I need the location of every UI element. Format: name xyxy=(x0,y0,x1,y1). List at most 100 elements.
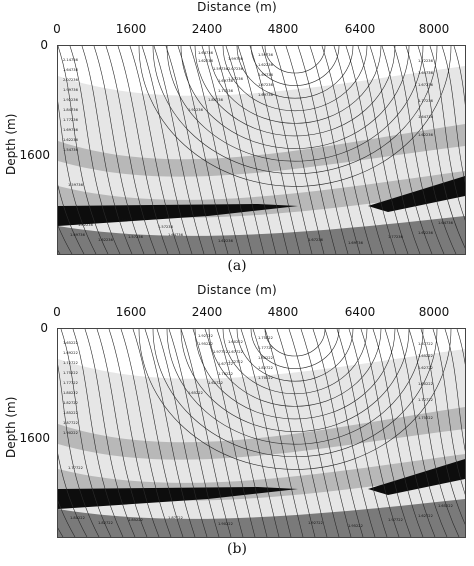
contour-value-label: 1.65222 xyxy=(63,341,78,345)
contour-line xyxy=(58,101,97,254)
contour-line xyxy=(189,46,241,254)
contour-value-label: 1.85222 xyxy=(63,411,78,415)
contour-line xyxy=(276,329,328,537)
contour-line xyxy=(300,329,352,537)
contour-value-label: 2.07236 xyxy=(228,67,244,71)
contour-value-label: 1.70222 xyxy=(258,376,273,380)
velocity-model-plot: 1.65222 1.69222 1.72722 1.75222 1.77722 1.802… xyxy=(57,328,466,538)
contour-value-label: 1.82722 xyxy=(98,521,113,525)
y-axis-label: Depth (m) xyxy=(4,396,18,458)
contour-value-label: 1.77722 xyxy=(63,381,78,385)
contour-line xyxy=(240,329,292,537)
y-tick-label: 0 xyxy=(40,38,48,52)
sediment-layer xyxy=(58,407,465,467)
x-tick-label: 4800 xyxy=(267,305,299,319)
contour-value-label: 1.65222 xyxy=(188,391,203,395)
black-wedge xyxy=(58,204,298,226)
contour-line xyxy=(236,329,354,382)
contour-line xyxy=(252,329,304,537)
contour-value-label: 1.67236 xyxy=(258,83,274,87)
x-tick-label: 1600 xyxy=(115,305,147,319)
contour-value-label: 1.77722 xyxy=(258,346,273,350)
contour-line xyxy=(132,329,184,537)
contour-value-label: 1.59736 xyxy=(118,218,134,222)
sediment-layer xyxy=(58,146,465,207)
x-tick-label: 6400 xyxy=(344,22,376,36)
contour-value-label: 1.77722 xyxy=(68,466,83,470)
contour-line xyxy=(236,46,354,99)
x-tick-label: 8000 xyxy=(418,305,450,319)
contour-value-label: 1.92236 xyxy=(188,108,204,112)
contour-value-label: 1.87722 xyxy=(168,516,183,520)
y-tick-label: 0 xyxy=(40,321,48,335)
contour-value-label: 1.62236 xyxy=(63,138,79,142)
contour-line xyxy=(180,46,410,149)
contour-line xyxy=(180,329,410,432)
panel-caption: (b) xyxy=(227,541,247,557)
contour-value-label: 1.72722 xyxy=(418,398,433,402)
contour-line xyxy=(264,329,316,537)
contour-line xyxy=(456,329,465,365)
contour-value-label: 1.64736 xyxy=(418,71,434,75)
contour-value-label: 1.62236 xyxy=(198,59,214,63)
contour-line xyxy=(408,329,460,537)
contour-line xyxy=(192,329,244,537)
contour-value-label: 1.97722 xyxy=(388,518,403,522)
contour-line xyxy=(396,329,448,537)
x-tick-label: 4800 xyxy=(267,22,299,36)
contour-line xyxy=(58,184,85,254)
contour-lines xyxy=(58,46,465,254)
contour-line xyxy=(357,46,409,254)
contour-value-label: 1.82236 xyxy=(78,223,94,227)
contour-line xyxy=(144,329,196,537)
contour-value-label: 1.75222 xyxy=(258,336,273,340)
contour-line xyxy=(222,329,368,395)
contour-line xyxy=(120,329,172,537)
contour-value-label: 1.59736 xyxy=(68,183,84,187)
contour-value-label: 1.82722 xyxy=(63,401,78,405)
contour-value-label: 1.69736 xyxy=(348,241,364,245)
contour-value-label: 1.72236 xyxy=(418,59,434,63)
contour-value-label: 1.60222 xyxy=(418,382,433,386)
contour-value-label: 2.07236 xyxy=(63,78,79,82)
contour-value-label: 1.57236 xyxy=(158,225,174,229)
contour-line xyxy=(93,46,145,254)
contour-line xyxy=(166,329,424,445)
contour-line xyxy=(166,46,424,162)
contour-line xyxy=(429,46,465,221)
contour-value-label: 1.62722 xyxy=(208,381,223,385)
contour-value-label: 1.75222 xyxy=(418,416,433,420)
contour-line xyxy=(250,46,340,86)
contour-value-label: 1.67722 xyxy=(228,350,243,354)
contour-line xyxy=(117,46,169,254)
contour-line xyxy=(58,453,88,537)
contour-line xyxy=(324,329,376,537)
contour-line xyxy=(309,46,361,254)
contour-line xyxy=(345,46,397,254)
contour-value-label: 1.95222 xyxy=(348,524,363,528)
contour-line xyxy=(58,500,76,537)
contour-value-label: 1.67236 xyxy=(418,83,434,87)
contour-line xyxy=(237,46,289,254)
black-wedge xyxy=(58,487,298,509)
contour-value-label: 1.69736 xyxy=(63,128,79,132)
x-tick-label: 1600 xyxy=(115,22,147,36)
contour-line xyxy=(69,46,121,254)
velocity-model-plot: 2.14736 1.64736 2.07236 1.99736 1.92236 1.847… xyxy=(57,45,466,255)
contour-value-label: 1.69736 xyxy=(218,79,234,83)
contour-line xyxy=(138,46,452,187)
contour-value-label: 1.84736 xyxy=(63,108,79,112)
contour-line xyxy=(153,46,205,254)
x-tick-label: 2400 xyxy=(191,305,223,319)
contour-value-label: 1.90222 xyxy=(218,522,233,526)
contour-value-label: 1.69736 xyxy=(258,93,274,97)
contour-value-label: 1.62236 xyxy=(218,239,234,243)
x-tick-label: 0 xyxy=(53,22,61,36)
contour-line xyxy=(108,329,160,537)
contour-value-label: 1.64736 xyxy=(198,51,214,55)
contour-value-label: 1.77236 xyxy=(218,89,234,93)
contour-line xyxy=(152,329,438,458)
contour-value-label: 1.72722 xyxy=(63,361,78,365)
contour-value-label: 1.85222 xyxy=(128,518,143,522)
sediment-layer xyxy=(58,216,465,254)
